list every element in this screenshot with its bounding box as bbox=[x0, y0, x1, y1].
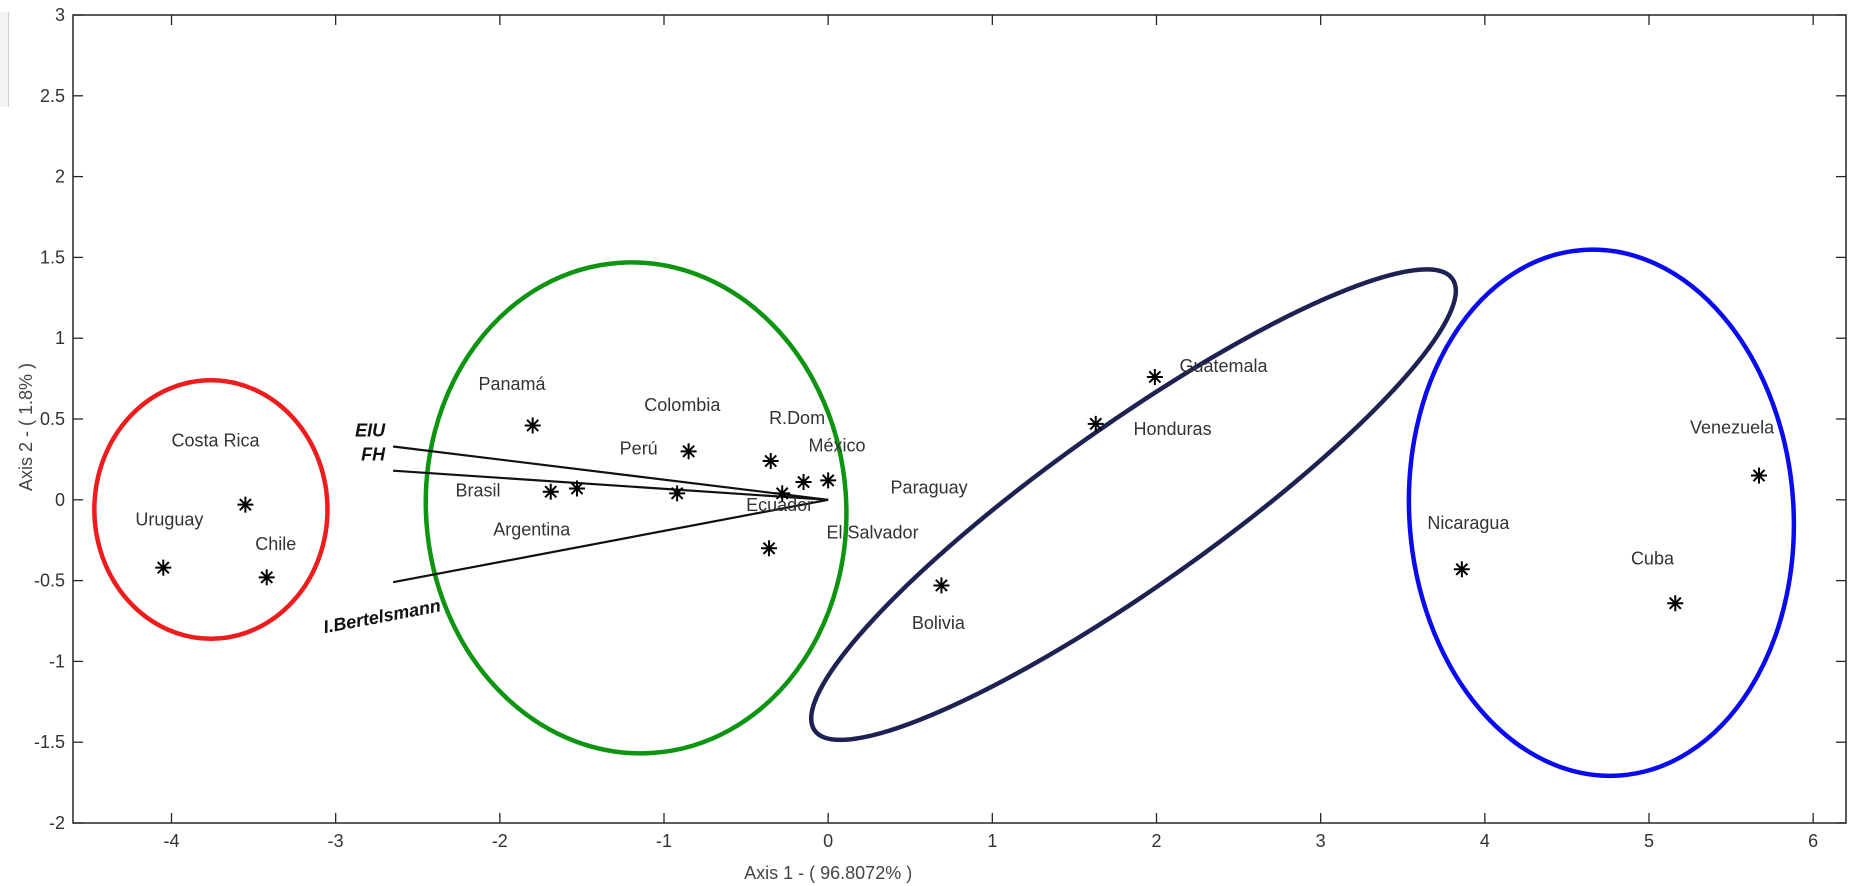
cluster-ellipse-3 bbox=[808, 267, 1459, 743]
point-label: Nicaragua bbox=[1427, 513, 1510, 533]
x-tick-label: -1 bbox=[656, 831, 672, 851]
point-label: R.Dom bbox=[769, 408, 825, 428]
y-tick-label: -1 bbox=[49, 651, 65, 671]
ticks-layer: -4 -3 -2 -1 0 1 2 3 4 5 6 -2 -1.5 -1 -0.5 0 0.5 1 1.5 2 2.5 3 bbox=[34, 5, 1846, 851]
data-point bbox=[1667, 595, 1684, 612]
data-point bbox=[1750, 467, 1767, 484]
x-tick-label: 2 bbox=[1151, 831, 1161, 851]
x-tick-label: 0 bbox=[823, 831, 833, 851]
point-label: Bolivia bbox=[912, 613, 966, 633]
point-label: Costa Rica bbox=[172, 430, 261, 450]
data-point bbox=[820, 472, 837, 489]
points-layer bbox=[155, 368, 1767, 612]
x-tick-label: -2 bbox=[492, 831, 508, 851]
point-label: Cuba bbox=[1631, 548, 1675, 568]
data-point bbox=[524, 417, 541, 434]
data-point bbox=[237, 496, 254, 513]
y-axis-label: Axis 2 - ( 1.8% ) bbox=[16, 363, 36, 491]
point-label: Paraguay bbox=[891, 477, 968, 497]
point-label: Panamá bbox=[478, 374, 546, 394]
y-tick-label: -1.5 bbox=[34, 732, 65, 752]
point-label: Chile bbox=[255, 534, 296, 554]
point-labels-layer: Costa Rica Uruguay Chile Panamá Colombia R.Do… bbox=[135, 356, 1775, 633]
point-label: Guatemala bbox=[1179, 356, 1268, 376]
data-point bbox=[669, 485, 686, 502]
y-tick-label: 0.5 bbox=[40, 409, 65, 429]
vector-label: EIU bbox=[355, 420, 386, 440]
data-point bbox=[1087, 415, 1104, 432]
point-label: El Salvador bbox=[827, 523, 919, 543]
y-tick-label: -0.5 bbox=[34, 571, 65, 591]
data-point bbox=[568, 480, 585, 497]
point-label: Colombia bbox=[644, 395, 721, 415]
data-point bbox=[1146, 368, 1163, 385]
data-point bbox=[795, 474, 812, 491]
y-tick-label: 0 bbox=[55, 490, 65, 510]
vector-label: I.Bertelsmann bbox=[322, 595, 443, 637]
window-edge-strip bbox=[0, 12, 9, 107]
point-label: Perú bbox=[620, 439, 658, 459]
x-tick-label: 4 bbox=[1480, 831, 1490, 851]
y-tick-label: 1 bbox=[55, 328, 65, 348]
data-point bbox=[774, 485, 791, 502]
data-point bbox=[933, 577, 950, 594]
point-label: Venezuela bbox=[1690, 418, 1775, 438]
x-tick-label: 3 bbox=[1316, 831, 1326, 851]
point-label: Argentina bbox=[493, 519, 571, 539]
data-point bbox=[761, 540, 778, 557]
data-point bbox=[1453, 561, 1470, 578]
data-point bbox=[680, 443, 697, 460]
data-point bbox=[542, 483, 559, 500]
point-label: Ecuador bbox=[746, 495, 813, 515]
point-label: Brasil bbox=[456, 481, 501, 501]
data-point bbox=[258, 569, 275, 586]
vector-line-ibertelsmann bbox=[392, 498, 829, 584]
cluster-ellipse-4 bbox=[1406, 247, 1797, 779]
clusters-layer bbox=[92, 247, 1797, 779]
vectors-layer: EIU FH I.Bertelsmann bbox=[322, 420, 829, 637]
x-tick-label: 1 bbox=[987, 831, 997, 851]
vector-line-fh bbox=[393, 469, 829, 501]
data-point bbox=[155, 559, 172, 576]
x-tick-label: -3 bbox=[328, 831, 344, 851]
x-tick-label: 6 bbox=[1808, 831, 1818, 851]
x-axis-label: Axis 1 - ( 96.8072% ) bbox=[744, 863, 912, 883]
y-tick-label: 3 bbox=[55, 5, 65, 25]
y-tick-label: 1.5 bbox=[40, 247, 65, 267]
cluster-ellipse-2 bbox=[423, 260, 849, 756]
point-label: Honduras bbox=[1134, 419, 1212, 439]
vector-line-eiu bbox=[392, 445, 829, 501]
point-label: Uruguay bbox=[135, 510, 203, 530]
y-tick-label: -2 bbox=[49, 813, 65, 833]
y-tick-label: 2.5 bbox=[40, 86, 65, 106]
x-tick-label: -4 bbox=[163, 831, 179, 851]
y-tick-label: 2 bbox=[55, 167, 65, 187]
point-label: México bbox=[808, 435, 865, 455]
x-tick-label: 5 bbox=[1644, 831, 1654, 851]
data-point bbox=[762, 453, 779, 470]
vector-label: FH bbox=[361, 445, 386, 465]
cluster-ellipse-1 bbox=[92, 377, 330, 642]
